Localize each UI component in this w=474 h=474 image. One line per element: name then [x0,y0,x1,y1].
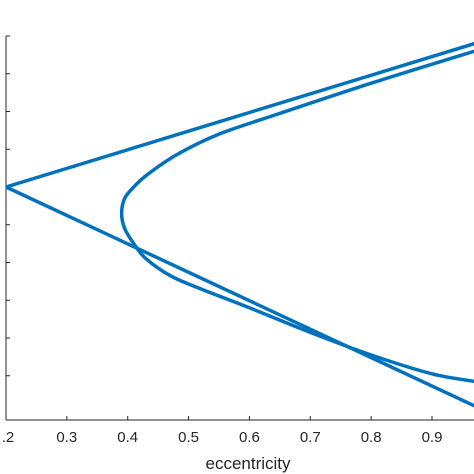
y-ticks [6,35,10,377]
series-line-1 [5,41,474,189]
series-line-3 [119,49,474,384]
x-tick-label: 0.5 [178,429,199,446]
x-tick-label: 0.4 [117,429,138,446]
x-ticks: .2 0.3 0.4 0.5 0.6 0.7 0.8 0.9 [2,416,443,446]
series-line-2 [5,185,474,408]
axes: .2 0.3 0.4 0.5 0.6 0.7 0.8 0.9 [2,35,474,446]
x-tick-label: 0.6 [239,429,260,446]
series-layer [5,41,474,408]
x-tick-label: 0.3 [56,429,77,446]
x-tick-label: 0.9 [422,429,443,446]
x-axis-label: eccentricity [205,454,291,473]
x-tick-label: 0.7 [300,429,321,446]
x-tick-label: 0.8 [361,429,382,446]
x-tick-label: .2 [2,429,15,446]
